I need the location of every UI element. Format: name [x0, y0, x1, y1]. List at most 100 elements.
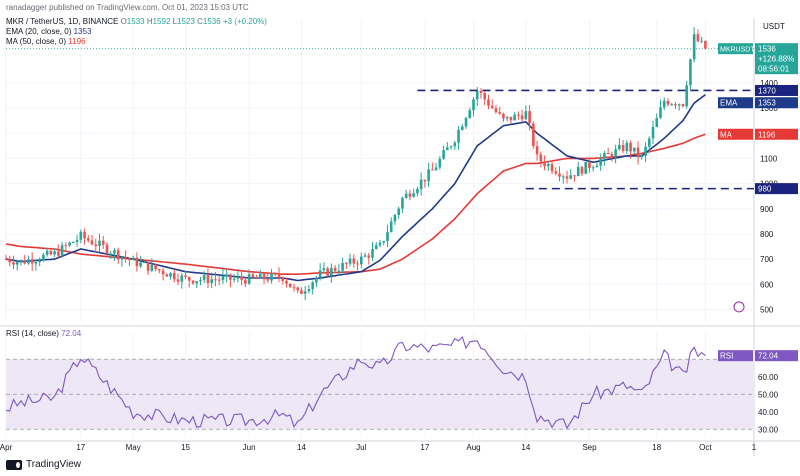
- candle-body: [139, 262, 142, 267]
- candle-body: [472, 99, 475, 111]
- candle-body: [251, 274, 255, 278]
- candle-body: [423, 179, 427, 182]
- candle-body: [382, 241, 386, 243]
- candle-body: [191, 280, 195, 284]
- candle-body: [397, 208, 400, 215]
- ema-legend[interactable]: EMA (20, close, 0) 1353: [6, 27, 92, 36]
- candle-body: [363, 255, 367, 257]
- time-tick-label: Aug: [466, 443, 480, 452]
- candle-body: [513, 114, 516, 121]
- candle-body: [401, 197, 404, 209]
- candle-body: [318, 270, 322, 278]
- candle-body: [625, 142, 629, 152]
- candle-body: [345, 263, 348, 265]
- candle-body: [468, 110, 472, 118]
- candle-body: [202, 275, 206, 280]
- price-tick-label: 1100: [760, 154, 778, 163]
- candle-body: [281, 277, 285, 281]
- candle-body: [307, 288, 311, 292]
- candle-body: [195, 281, 199, 284]
- candle-body: [539, 154, 543, 162]
- candle-body: [360, 256, 363, 265]
- candle-body: [416, 188, 419, 194]
- candle-body: [659, 107, 662, 118]
- candle-body: [255, 277, 258, 279]
- candle-body: [277, 273, 281, 278]
- rsi-tag-value-box: [755, 350, 798, 362]
- candle-body: [75, 239, 79, 242]
- candle-body: [217, 279, 221, 281]
- price-tick-label: 900: [760, 205, 774, 214]
- ma-legend[interactable]: MA (50, close, 0) 1196: [6, 37, 86, 46]
- candle-body: [236, 276, 240, 279]
- candle-body: [273, 273, 277, 275]
- candle-body: [449, 146, 453, 148]
- candle-body: [408, 193, 412, 197]
- candle-body: [438, 158, 442, 168]
- candle-body: [696, 34, 700, 42]
- rsi-legend[interactable]: RSI (14, close) 72.04: [6, 329, 82, 338]
- time-tick-label: May: [126, 443, 141, 452]
- candle-body: [128, 258, 131, 261]
- candle-body: [225, 274, 228, 277]
- rsi-tag-label: RSI: [720, 352, 733, 361]
- candle-body: [550, 164, 554, 172]
- price-tag-change: +126.88%: [758, 55, 794, 64]
- candle-body: [547, 164, 550, 167]
- candle-body: [300, 290, 303, 294]
- candle-body: [15, 261, 19, 265]
- candle-body: [187, 277, 191, 281]
- candle-body: [647, 138, 651, 147]
- candle-body: [86, 238, 90, 241]
- candle-body: [315, 277, 318, 283]
- candle-body: [558, 173, 561, 177]
- candle-body: [169, 272, 172, 277]
- candle-body: [651, 126, 655, 139]
- price-tag-value: 1536: [758, 45, 776, 54]
- candle-body: [543, 161, 546, 167]
- price-tag-box: [755, 43, 798, 75]
- candle-body: [509, 116, 513, 121]
- level-980-tag-value-box: [755, 183, 798, 195]
- candle-body: [535, 146, 539, 155]
- candle-body: [599, 158, 602, 166]
- ema-tag-label: EMA: [720, 99, 738, 108]
- rsi-tag-value: 72.04: [758, 352, 779, 361]
- candle-body: [247, 274, 251, 284]
- time-tick-label: Oct: [699, 443, 712, 452]
- candle-body: [53, 251, 56, 255]
- symbol-legend[interactable]: MKR / TetherUS, 1D, BINANCE O1533 H1592 …: [6, 17, 267, 26]
- time-tick-label: Sep: [582, 443, 597, 452]
- candle-body: [146, 262, 150, 271]
- candle-body: [83, 231, 86, 239]
- candle-body: [292, 287, 296, 289]
- tradingview-logo[interactable]: TradingView: [6, 459, 81, 470]
- candle-body: [494, 108, 498, 113]
- time-tick-label: 17: [76, 443, 85, 452]
- price-tick-label: 600: [760, 280, 774, 289]
- candle-body: [180, 275, 184, 282]
- candle-body: [371, 248, 374, 258]
- candle-body: [101, 240, 105, 245]
- candle-body: [105, 244, 109, 254]
- candle-body: [322, 268, 326, 271]
- time-axis: Apr 17 May 15 Jun 14 Jul 17 Aug 14 Sep 18 Oct 1: [0, 443, 757, 452]
- candle-body: [621, 145, 625, 152]
- ema-tag-value-box: [755, 97, 798, 109]
- candle-body: [573, 175, 576, 177]
- candle-body: [374, 245, 378, 249]
- price-tag-countdown: 08:56:01: [758, 65, 790, 74]
- candle-body: [49, 250, 53, 255]
- candle-body: [285, 280, 288, 284]
- rsi-tick-label: 40.00: [758, 408, 779, 417]
- candle-body: [520, 115, 524, 120]
- candle-body: [113, 250, 116, 254]
- candle-body: [674, 104, 677, 106]
- symbol-tag-box: [718, 43, 753, 55]
- level-1370-tag-value: 1370: [758, 86, 776, 95]
- ema-tag-box: [718, 97, 753, 109]
- candle-body: [412, 193, 415, 197]
- ema-tag-value: 1353: [758, 99, 776, 108]
- candle-body: [23, 260, 26, 264]
- candle-body: [629, 142, 632, 152]
